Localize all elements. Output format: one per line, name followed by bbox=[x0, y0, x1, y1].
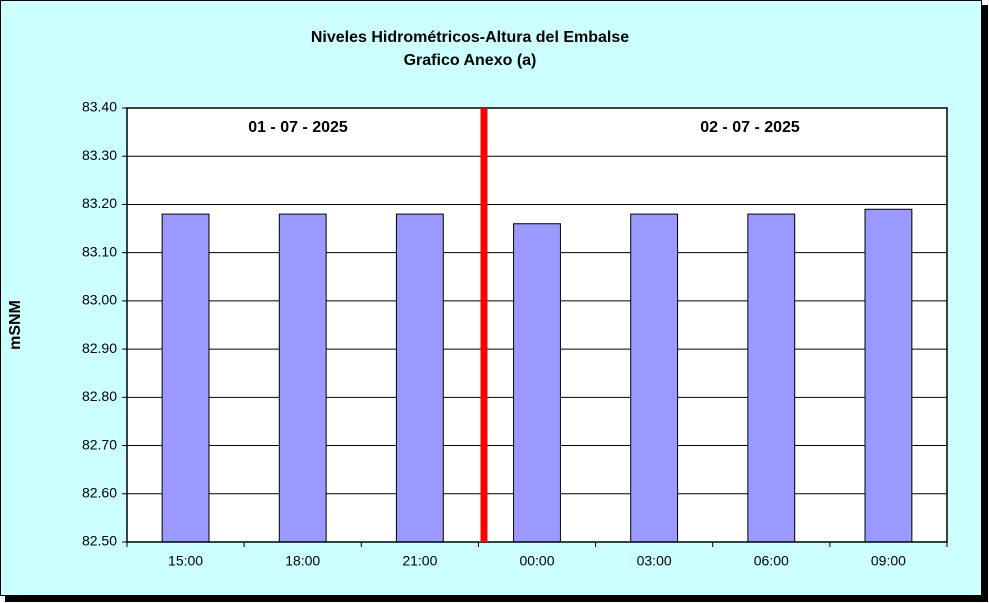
date-annotation: 01 - 07 - 2025 bbox=[248, 119, 348, 136]
bar bbox=[864, 208, 913, 543]
bar bbox=[747, 213, 796, 543]
y-tick-label: 82.50 bbox=[82, 533, 117, 549]
x-tick-label: 06:00 bbox=[754, 553, 789, 569]
bar bbox=[395, 213, 444, 543]
plot-border bbox=[126, 107, 948, 543]
y-tick-label: 83.20 bbox=[82, 195, 117, 211]
x-tick-label: 15:00 bbox=[168, 553, 203, 569]
y-tick-label: 82.70 bbox=[82, 436, 117, 452]
bars bbox=[161, 208, 913, 543]
bar bbox=[161, 213, 210, 543]
y-tick-label: 83.10 bbox=[82, 243, 117, 259]
y-tick-label: 83.40 bbox=[82, 99, 117, 115]
y-tick-label: 82.90 bbox=[82, 340, 117, 356]
bar bbox=[630, 213, 679, 543]
y-axis-label: mSNM bbox=[7, 300, 24, 350]
chart-subtitle: Grafico Anexo (a) bbox=[404, 52, 537, 69]
labels: 82.50 82.60 82.70 82.80 82.90 83.00 83.10 83.20… bbox=[82, 99, 906, 569]
y-tick-label: 82.60 bbox=[82, 484, 117, 500]
bar bbox=[513, 223, 561, 543]
x-tick-label: 03:00 bbox=[637, 553, 672, 569]
x-tick-label: 21:00 bbox=[402, 553, 437, 569]
y-tick-label: 83.30 bbox=[82, 147, 117, 163]
x-tick-label: 18:00 bbox=[285, 553, 320, 569]
date-annotation: 02 - 07 - 2025 bbox=[700, 119, 800, 136]
chart-title: Niveles Hidrométricos-Altura del Embalse bbox=[311, 29, 629, 46]
x-tick-label: 00:00 bbox=[519, 553, 554, 569]
x-tick-label: 09:00 bbox=[871, 553, 906, 569]
y-tick-label: 82.80 bbox=[82, 388, 117, 404]
y-tick-label: 83.00 bbox=[82, 292, 117, 308]
bar bbox=[278, 213, 327, 543]
